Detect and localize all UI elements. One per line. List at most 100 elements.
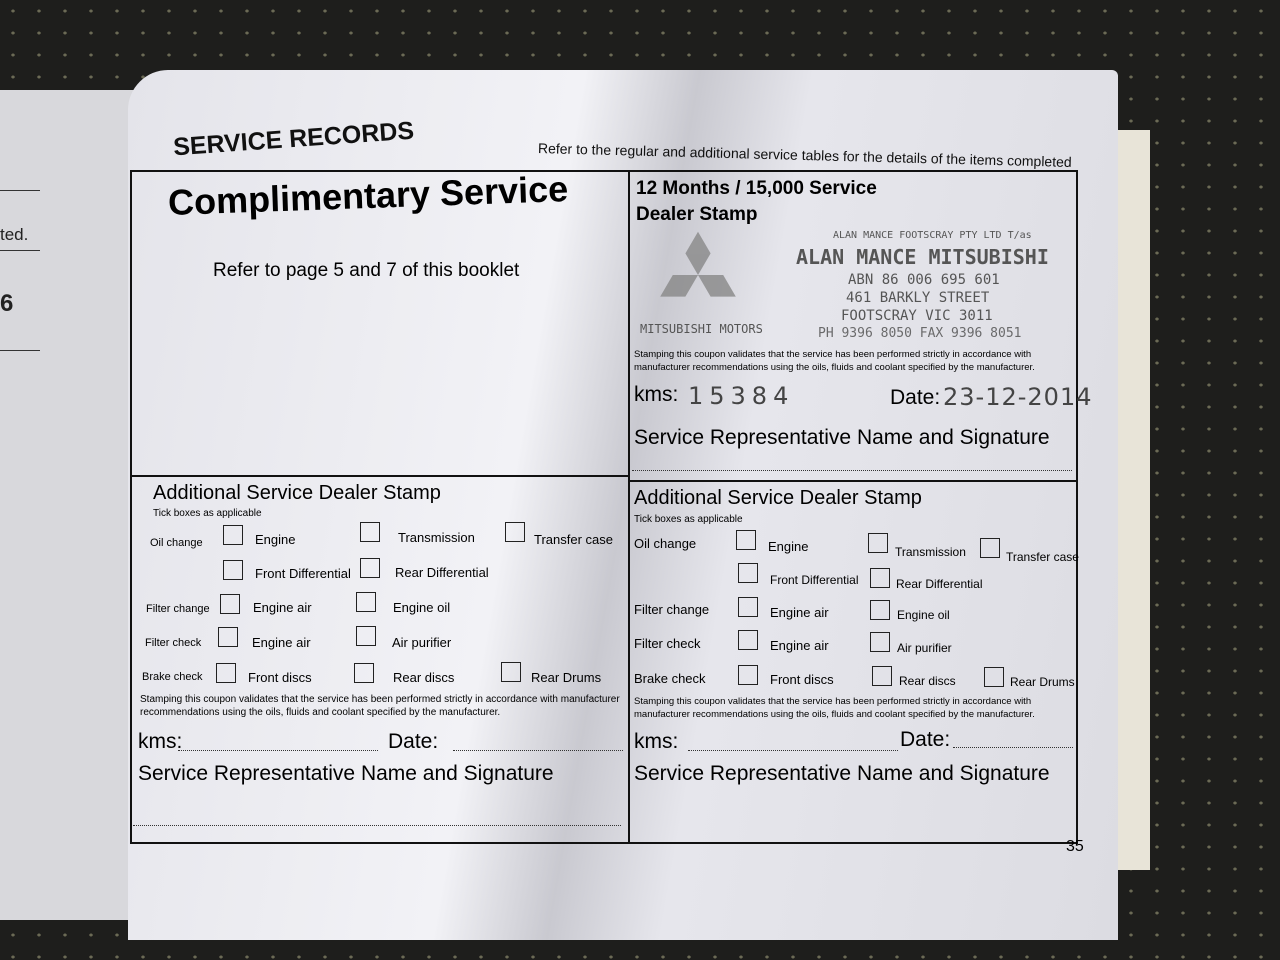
label: Front discs bbox=[248, 670, 312, 685]
checkbox-transfer-case[interactable] bbox=[505, 522, 525, 542]
divider bbox=[628, 480, 1076, 482]
checkbox-engine[interactable] bbox=[223, 525, 243, 545]
checkbox-front-discs[interactable] bbox=[216, 663, 236, 683]
tick-note: Tick boxes as applicable bbox=[634, 514, 743, 525]
label: Engine air bbox=[253, 600, 312, 615]
checkbox-rear-drums[interactable] bbox=[984, 667, 1004, 687]
oil-change-label: Oil change bbox=[634, 536, 697, 551]
stamp-line: ALAN MANCE FOOTSCRAY PTY LTD T/as bbox=[833, 230, 1032, 241]
label: Transfer case bbox=[534, 532, 613, 547]
checkbox-engine-air[interactable] bbox=[220, 594, 240, 614]
label: Front discs bbox=[770, 672, 834, 687]
label: Engine bbox=[255, 532, 296, 547]
stamping-text: Stamping this coupon validates that the … bbox=[634, 696, 1035, 720]
checkbox-rear-diff[interactable] bbox=[870, 568, 890, 588]
signature-field[interactable] bbox=[632, 470, 1072, 471]
stamp-line: ALAN MANCE MITSUBISHI bbox=[796, 245, 1049, 269]
stamp-line: PH 9396 8050 FAX 9396 8051 bbox=[818, 326, 1022, 341]
checkbox-engine-air[interactable] bbox=[738, 597, 758, 617]
date-label: Date: bbox=[388, 730, 439, 753]
date-field[interactable] bbox=[453, 750, 623, 751]
date-handwritten-value[interactable]: 23-12-2014 bbox=[943, 383, 1093, 411]
kms-handwritten-value[interactable]: 15384 bbox=[688, 382, 795, 410]
checkbox-transmission[interactable] bbox=[360, 522, 380, 542]
right-record-box bbox=[628, 170, 1078, 844]
signature-label: Service Representative Name and Signatur… bbox=[138, 762, 554, 785]
label: Rear Drums bbox=[531, 670, 602, 685]
date-label: Date: bbox=[900, 728, 951, 751]
checkbox-rear-diff[interactable] bbox=[360, 558, 380, 578]
dealer-stamp-label: Dealer Stamp bbox=[636, 204, 758, 225]
date-label: Date: bbox=[890, 386, 941, 409]
section-title: SERVICE RECORDS bbox=[172, 116, 415, 162]
checkbox-engine-air-check[interactable] bbox=[738, 630, 758, 650]
label: Front Differential bbox=[770, 573, 859, 587]
label: Engine oil bbox=[897, 608, 950, 622]
signature-field[interactable] bbox=[133, 825, 621, 826]
checkbox-transfer-case[interactable] bbox=[980, 538, 1000, 558]
checkbox-air-purifier[interactable] bbox=[870, 632, 890, 652]
stamp-line: FOOTSCRAY VIC 3011 bbox=[841, 308, 993, 324]
label: Engine air bbox=[770, 638, 829, 653]
kms-label: kms: bbox=[138, 730, 183, 753]
checkbox-engine[interactable] bbox=[736, 530, 756, 550]
kms-field[interactable] bbox=[178, 750, 378, 751]
checkbox-front-diff[interactable] bbox=[223, 560, 243, 580]
divider bbox=[0, 190, 40, 191]
date-field[interactable] bbox=[953, 747, 1073, 748]
filter-check-label: Filter check bbox=[634, 636, 701, 651]
label: Rear discs bbox=[393, 670, 455, 685]
additional-title-right: Additional Service Dealer Stamp bbox=[634, 487, 922, 509]
left-page-text: ted. bbox=[0, 225, 29, 244]
checkbox-rear-discs[interactable] bbox=[872, 666, 892, 686]
label: Engine air bbox=[252, 635, 311, 650]
complimentary-text: Refer to page 5 and 7 of this booklet bbox=[213, 260, 520, 281]
tick-note: Tick boxes as applicable bbox=[153, 508, 262, 519]
kms-field[interactable] bbox=[688, 750, 898, 751]
kms-label: kms: bbox=[634, 383, 679, 406]
label: Transmission bbox=[398, 530, 475, 545]
checkbox-engine-oil[interactable] bbox=[356, 592, 376, 612]
label: Rear Drums bbox=[1010, 675, 1075, 689]
label: Rear Differential bbox=[896, 577, 983, 591]
oil-change-label: Oil change bbox=[150, 537, 203, 549]
filter-check-label: Filter check bbox=[145, 637, 202, 649]
divider bbox=[0, 350, 40, 351]
signature-label: Service Representative Name and Signatur… bbox=[634, 762, 1050, 785]
checkbox-rear-drums[interactable] bbox=[501, 662, 521, 682]
left-page-number: 6 bbox=[0, 290, 14, 317]
filter-change-label: Filter change bbox=[634, 602, 710, 617]
label: Engine bbox=[768, 539, 809, 554]
brake-check-label: Brake check bbox=[142, 671, 203, 683]
page-number: 35 bbox=[1066, 838, 1084, 855]
header-note: Refer to the regular and additional serv… bbox=[537, 140, 1072, 170]
left-page: ted. 6 bbox=[0, 90, 135, 920]
label: Rear Differential bbox=[395, 565, 489, 580]
label: Transmission bbox=[895, 545, 966, 559]
signature-label: Service Representative Name and Signatur… bbox=[634, 426, 1050, 449]
left-record-box bbox=[130, 170, 630, 844]
divider bbox=[130, 475, 628, 477]
mitsubishi-logo-stamp bbox=[660, 231, 736, 297]
checkbox-air-purifier[interactable] bbox=[356, 626, 376, 646]
brake-check-label: Brake check bbox=[634, 671, 706, 686]
stamp-line: ABN 86 006 695 601 bbox=[848, 272, 1000, 288]
divider bbox=[0, 250, 40, 251]
label: Rear discs bbox=[899, 674, 956, 688]
checkbox-rear-discs[interactable] bbox=[354, 663, 374, 683]
stamping-text: Stamping this coupon validates that the … bbox=[634, 349, 1035, 373]
additional-title-left: Additional Service Dealer Stamp bbox=[153, 482, 441, 504]
label: Front Differential bbox=[255, 566, 351, 581]
label: Engine air bbox=[770, 605, 829, 620]
checkbox-engine-air-check[interactable] bbox=[218, 627, 238, 647]
checkbox-front-diff[interactable] bbox=[738, 563, 758, 583]
checkbox-transmission[interactable] bbox=[868, 533, 888, 553]
stamping-text: Stamping this coupon validates that the … bbox=[140, 694, 620, 718]
label: Transfer case bbox=[1006, 550, 1079, 564]
booklet-page: SERVICE RECORDS Refer to the regular and… bbox=[128, 70, 1118, 940]
kms-label: kms: bbox=[634, 730, 679, 753]
checkbox-front-discs[interactable] bbox=[738, 665, 758, 685]
service-12m-title: 12 Months / 15,000 Service bbox=[636, 178, 877, 199]
label: Air purifier bbox=[897, 641, 952, 655]
checkbox-engine-oil[interactable] bbox=[870, 600, 890, 620]
